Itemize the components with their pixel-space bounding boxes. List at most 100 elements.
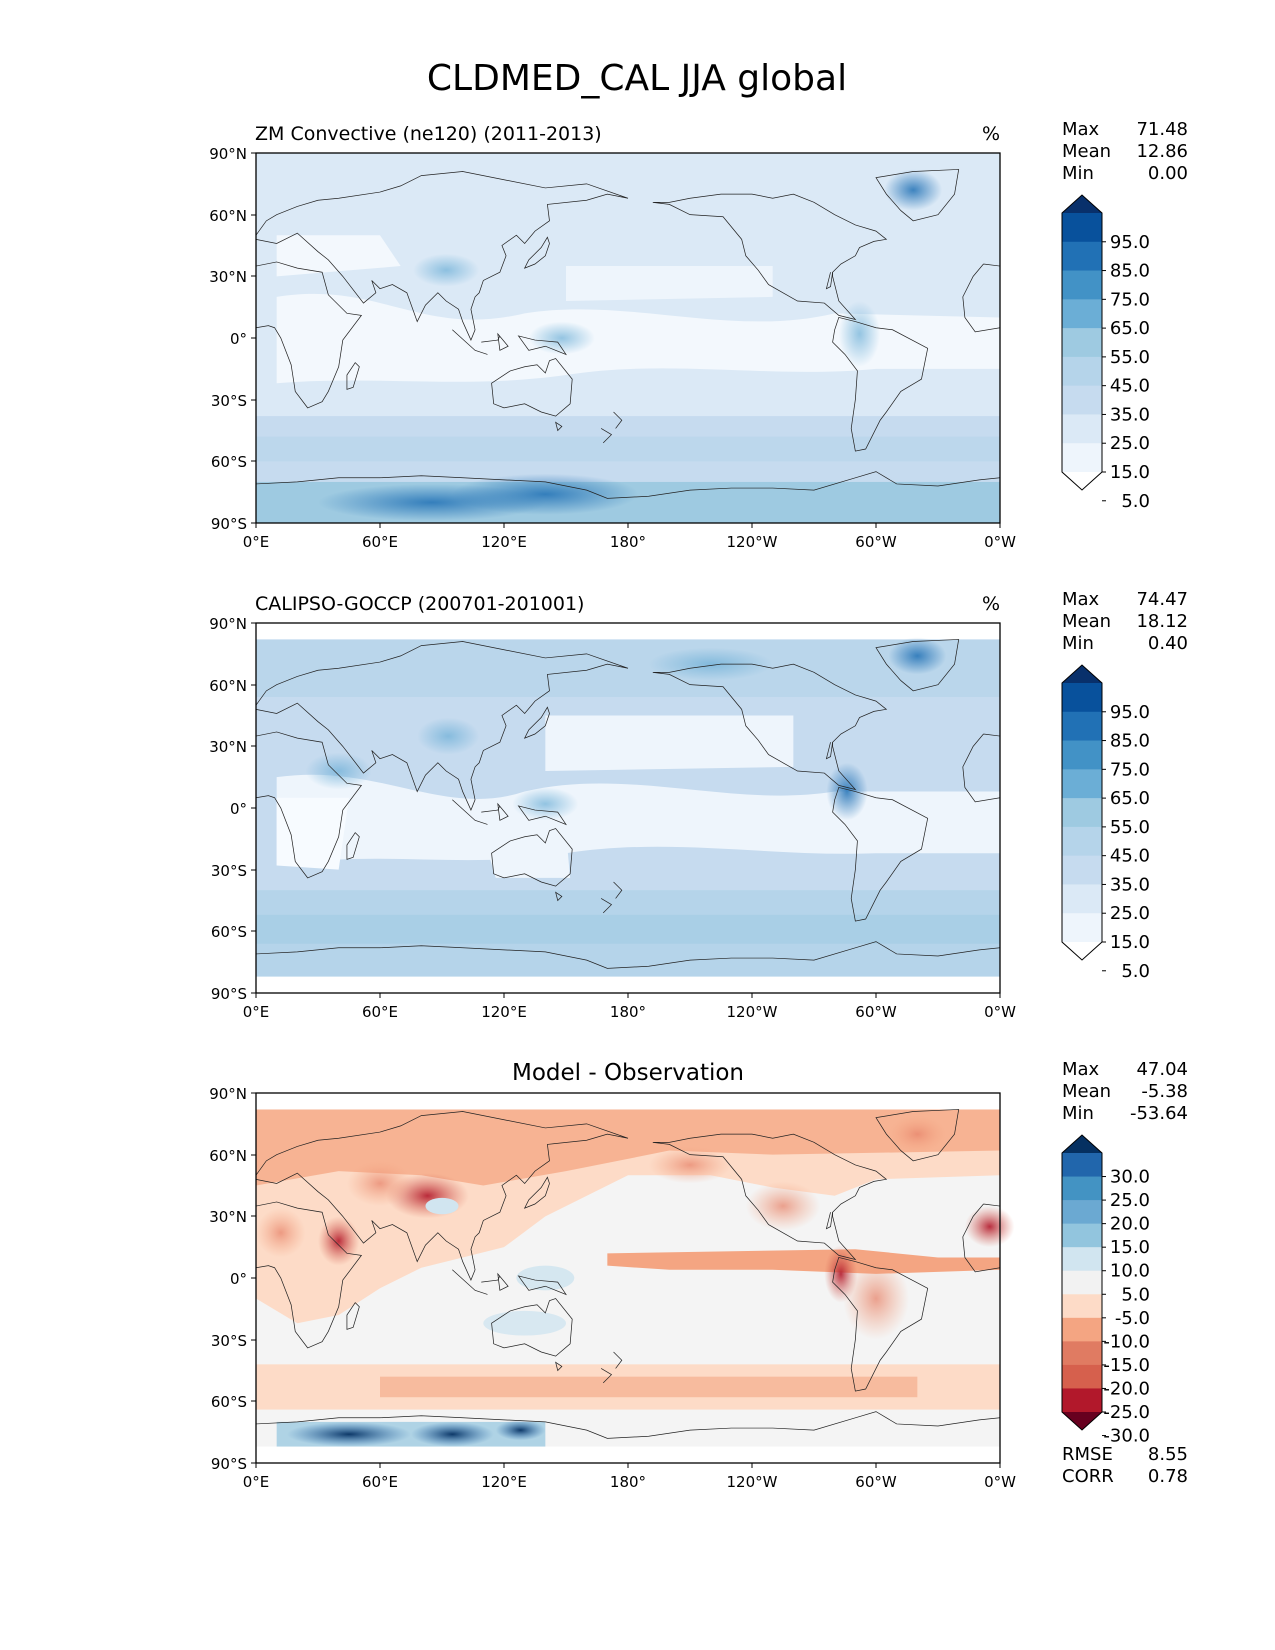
colorbar-bin [1062, 443, 1102, 473]
colorbar-bin [1062, 328, 1102, 358]
colorbar-tick-label: 45.0 [1110, 846, 1150, 867]
y-tick-label: 90°N [209, 145, 247, 163]
x-tick-label: 0°E [243, 1473, 270, 1491]
stat-value: 47.04 [1136, 1059, 1188, 1080]
panel-observation: CALIPSO-GOCCP (200701-201001) % [209, 589, 1188, 1021]
colorbar-bin [1062, 414, 1102, 444]
colorbar-bin [1062, 1200, 1102, 1225]
colorbar-bin [1062, 356, 1102, 387]
x-tick-label: 120°E [481, 533, 527, 551]
colorbar-bin [1062, 385, 1102, 415]
colorbar-tick-label: 85.0 [1110, 261, 1150, 282]
y-tick-label: 60°N [209, 1147, 247, 1165]
colorbar-bin [1062, 884, 1102, 914]
x-tick-label: 120°W [727, 533, 778, 551]
stat-label: Max [1062, 1059, 1100, 1080]
x-tick-label: 180° [610, 1003, 646, 1021]
x-axis [255, 993, 1001, 998]
colorbar-bin [1062, 1364, 1102, 1389]
panel-title: ZM Convective (ne120) (2011-2013) [255, 123, 602, 145]
x-tick-label: 0°E [243, 533, 270, 551]
y-axis [251, 1092, 256, 1464]
x-tick-label: 120°W [727, 1473, 778, 1491]
colorbar-bin [1062, 241, 1102, 272]
stats-box: Max 47.04 Mean -5.38 Min -53.64 [1062, 1059, 1188, 1124]
x-tick-label: 0°W [984, 1003, 1016, 1021]
stat-label: RMSE [1062, 1444, 1113, 1465]
panel-difference: Model - Observation [209, 1059, 1188, 1491]
colorbar-tick-label: 95.0 [1110, 702, 1150, 723]
y-axis [251, 152, 256, 524]
stat-value: -53.64 [1130, 1103, 1188, 1124]
y-tick-label: 0° [230, 800, 247, 818]
colorbar-extend-min [1062, 1412, 1102, 1430]
y-tick-label: 60°S [211, 453, 247, 471]
units-label: % [982, 123, 1000, 145]
stat-label: Mean [1062, 1081, 1111, 1102]
colorbar-tick-label: 25.0 [1110, 903, 1150, 924]
colorbar-bin [1062, 1247, 1102, 1272]
colorbar-bin [1062, 826, 1102, 857]
colorbar: 95.0 85.0 75.0 65.0 55.0 45.0 35.0 25.0 15.0 5.0 [1061, 194, 1150, 512]
y-tick-label: 90°N [209, 1085, 247, 1103]
colorbar-tick-label: 25.0 [1110, 433, 1150, 454]
colorbar-bin [1062, 913, 1102, 943]
colorbar-bin [1062, 1388, 1102, 1413]
x-tick-label: 180° [610, 1473, 646, 1491]
colorbar-bin [1062, 1223, 1102, 1248]
x-tick-label: 0°W [984, 533, 1016, 551]
colorbar-bin [1062, 1294, 1102, 1319]
colorbar-tick-label: 15.0 [1110, 462, 1150, 483]
x-tick-label: 60°E [362, 533, 398, 551]
colorbar-bin [1062, 270, 1102, 300]
colorbar-bin [1062, 299, 1102, 329]
colorbar-tick-label: 85.0 [1110, 731, 1150, 752]
colorbar-extend-max [1062, 195, 1102, 213]
map-field [255, 1093, 1015, 1464]
y-tick-label: 30°S [211, 1332, 247, 1350]
x-tick-label: 120°E [481, 1003, 527, 1021]
colorbar-extend-max [1062, 1135, 1102, 1153]
stat-value: 12.86 [1136, 141, 1188, 162]
colorbar-tick-label: 20.0 [1110, 1214, 1150, 1235]
units-label: % [982, 593, 1000, 615]
colorbar-tick-label: 5.0 [1121, 1284, 1150, 1305]
colorbar-tick-label: 35.0 [1110, 404, 1150, 425]
stat-label: Min [1062, 163, 1094, 184]
x-axis [255, 523, 1001, 528]
map-field [255, 153, 1001, 524]
colorbar-extend-min [1062, 942, 1102, 960]
colorbar-bin [1062, 1176, 1102, 1201]
x-tick-label: 60°E [362, 1003, 398, 1021]
x-tick-label: 0°W [984, 1473, 1016, 1491]
y-tick-label: 60°N [209, 677, 247, 695]
colorbar-tick-label: 75.0 [1110, 289, 1150, 310]
stats-box: Max 74.47 Mean 18.12 Min 0.40 [1062, 589, 1188, 654]
panel-title: Model - Observation [512, 1060, 744, 1086]
y-tick-label: 60°S [211, 1393, 247, 1411]
colorbar-bin [1062, 213, 1102, 243]
colorbar-bin [1062, 1153, 1102, 1178]
colorbar-tick-label: -20.0 [1103, 1378, 1150, 1399]
y-tick-label: 30°N [209, 1208, 247, 1226]
stat-value: 0.40 [1148, 633, 1188, 654]
x-tick-label: 60°W [855, 1003, 897, 1021]
stat-value: 8.55 [1148, 1444, 1188, 1465]
colorbar-tick-label: -30.0 [1103, 1426, 1150, 1447]
y-tick-label: 30°N [209, 738, 247, 756]
y-tick-label: 60°N [209, 207, 247, 225]
stat-label: Max [1062, 119, 1100, 140]
stat-label: Min [1062, 633, 1094, 654]
stats-box: Max 71.48 Mean 12.86 Min 0.00 [1062, 119, 1188, 184]
colorbar-bin [1062, 1341, 1102, 1366]
colorbar-tick-label: 65.0 [1110, 318, 1150, 339]
colorbar-bin [1062, 1317, 1102, 1342]
colorbar-tick-label: 15.0 [1110, 932, 1150, 953]
map-field [255, 623, 1001, 994]
x-tick-label: 0°E [243, 1003, 270, 1021]
colorbar-tick-label: 30.0 [1110, 1167, 1150, 1188]
x-tick-label: 180° [610, 533, 646, 551]
stat-value: 18.12 [1136, 611, 1188, 632]
stat-value: 74.47 [1136, 589, 1188, 610]
colorbar-tick-label: 45.0 [1110, 376, 1150, 397]
